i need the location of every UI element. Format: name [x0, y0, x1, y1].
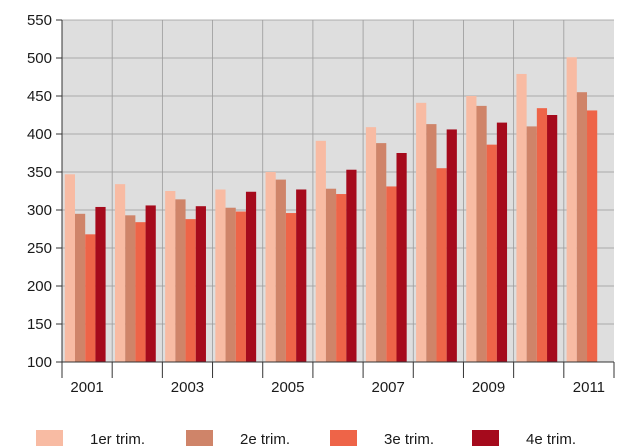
bar-3e-trim--2005 [285, 213, 297, 362]
bar-2e-trim--2003 [175, 199, 186, 362]
bar-1er-trim--2010 [516, 73, 527, 363]
bar-2e-trim--2001 [75, 213, 86, 362]
legend: 1er trim. 2e trim. 3e trim. 4e trim. [36, 430, 576, 448]
y-tick-label: 200 [27, 278, 52, 295]
legend-label: 4e trim. [526, 431, 576, 448]
y-tick-label: 250 [27, 240, 52, 257]
bar-2e-trim--2005 [275, 179, 286, 362]
x-axis-ticks: 2001 2003 2005 2007 2009 2011 [61, 362, 615, 396]
bar-3e-trim--2007 [386, 186, 397, 362]
x-tick-label: 2001 [70, 379, 103, 396]
bar-3e-trim--2008 [436, 168, 447, 362]
y-tick-label: 500 [27, 50, 52, 67]
bar-3e-trim--2011 [587, 110, 598, 362]
bar-2e-trim--2010 [526, 126, 537, 363]
bar-1er-trim--2002 [114, 184, 126, 362]
axes [56, 20, 614, 363]
bar-4e-trim--2001 [95, 206, 106, 362]
bar-1er-trim--2005 [265, 172, 276, 362]
bar-2e-trim--2006 [325, 188, 337, 362]
bar-2e-trim--2008 [426, 124, 437, 363]
legend-label: 3e trim. [384, 431, 434, 448]
bars [64, 57, 598, 363]
legend-swatch [36, 430, 63, 446]
bar-4e-trim--2010 [547, 115, 558, 362]
bar-3e-trim--2002 [135, 222, 146, 362]
bar-1er-trim--2003 [165, 191, 176, 362]
x-tick-label: 2009 [472, 379, 505, 396]
bar-3e-trim--2010 [536, 108, 548, 362]
legend-label: 1er trim. [90, 431, 145, 448]
bar-1er-trim--2006 [315, 140, 326, 362]
bar-3e-trim--2006 [336, 194, 347, 362]
bar-2e-trim--2004 [225, 207, 236, 362]
bar-1er-trim--2011 [566, 57, 577, 363]
bar-4e-trim--2009 [496, 122, 508, 362]
bar-4e-trim--2006 [346, 169, 357, 362]
bar-2e-trim--2011 [576, 92, 588, 362]
y-tick-label: 400 [27, 126, 52, 143]
y-tick-label: 300 [27, 202, 52, 219]
bar-3e-trim--2003 [185, 219, 196, 362]
bar-2e-trim--2007 [376, 143, 387, 362]
y-tick-label: 150 [27, 316, 52, 333]
legend-swatch [472, 430, 499, 446]
bar-2e-trim--2009 [476, 105, 487, 362]
bar-3e-trim--2009 [486, 144, 497, 362]
legend-swatch [186, 430, 213, 446]
bar-1er-trim--2008 [416, 102, 427, 362]
bar-3e-trim--2004 [235, 211, 246, 362]
x-tick-label: 2007 [371, 379, 404, 396]
bar-4e-trim--2008 [446, 129, 457, 362]
bar-4e-trim--2007 [396, 153, 407, 362]
y-tick-label: 550 [27, 12, 52, 29]
legend-swatch [330, 430, 357, 446]
x-tick-label: 2003 [171, 379, 204, 396]
bar-4e-trim--2004 [245, 191, 257, 362]
y-axis-ticks: 100 150 200 250 300 350 400 450 500 550 [27, 12, 62, 371]
y-tick-label: 100 [27, 354, 52, 371]
bar-2e-trim--2002 [125, 215, 136, 362]
legend-label: 2e trim. [240, 431, 290, 448]
x-tick-label: 2005 [271, 379, 304, 396]
x-tick-label: 2011 [573, 379, 605, 396]
bar-1er-trim--2001 [64, 174, 75, 362]
bar-1er-trim--2007 [365, 127, 377, 362]
bar-4e-trim--2005 [296, 189, 307, 362]
bar-4e-trim--2002 [145, 205, 156, 362]
y-tick-label: 450 [27, 88, 52, 105]
bar-1er-trim--2009 [466, 96, 477, 362]
bar-1er-trim--2004 [215, 189, 226, 362]
bar-4e-trim--2003 [195, 206, 206, 362]
bar-3e-trim--2001 [85, 234, 96, 362]
y-tick-label: 350 [27, 164, 52, 181]
